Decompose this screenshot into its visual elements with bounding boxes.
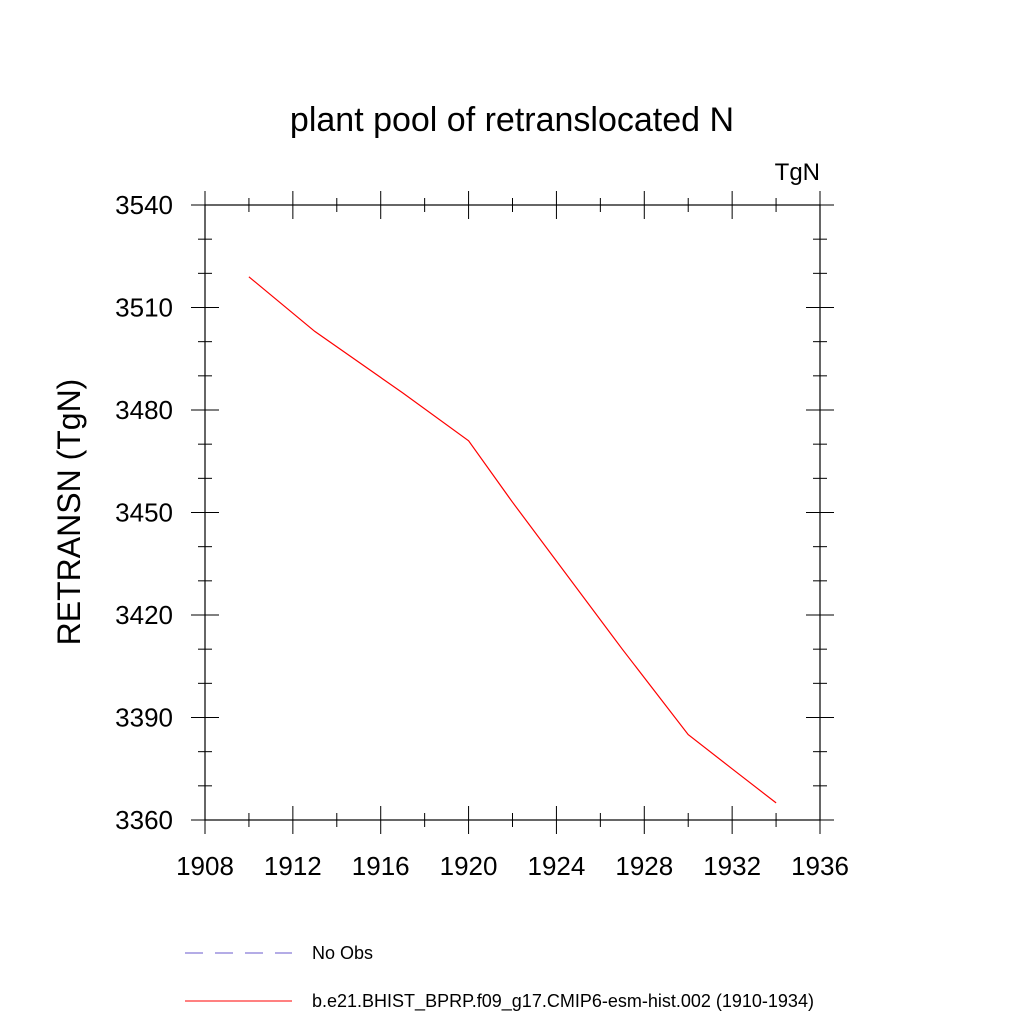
x-tick-label: 1908 xyxy=(176,851,234,881)
y-tick-label: 3360 xyxy=(115,805,173,835)
units-label: TgN xyxy=(775,159,820,186)
x-tick-label: 1916 xyxy=(352,851,410,881)
chart-title: plant pool of retranslocated N xyxy=(290,101,734,139)
y-tick-labels: 3360 3390 3420 3450 3480 3510 3540 xyxy=(115,190,173,835)
legend: No Obs b.e21.BHIST_BPRP.f09_g17.CMIP6-esm… xyxy=(185,943,814,1012)
plot-frame xyxy=(204,204,821,821)
y-tick-label: 3540 xyxy=(115,190,173,220)
y-tick-label: 3510 xyxy=(115,293,173,323)
series-line xyxy=(248,276,777,804)
x-tick-label: 1912 xyxy=(264,851,322,881)
y-tick-label: 3390 xyxy=(115,703,173,733)
y-tick-label: 3480 xyxy=(115,395,173,425)
y-axis-label: RETRANSN (TgN) xyxy=(51,379,87,646)
y-tick-label: 3450 xyxy=(115,498,173,528)
x-tick-label: 1920 xyxy=(440,851,498,881)
x-tick-label: 1928 xyxy=(615,851,673,881)
series-lines xyxy=(248,276,777,804)
axis-ticks xyxy=(191,191,834,834)
x-tick-label: 1936 xyxy=(791,851,849,881)
x-tick-label: 1932 xyxy=(703,851,761,881)
x-tick-labels: 1908 1912 1916 1920 1924 1928 1932 1936 xyxy=(176,851,849,881)
y-tick-label: 3420 xyxy=(115,600,173,630)
x-tick-label: 1924 xyxy=(528,851,586,881)
legend-label: No Obs xyxy=(312,943,373,963)
legend-label: b.e21.BHIST_BPRP.f09_g17.CMIP6-esm-hist.… xyxy=(312,991,814,1012)
